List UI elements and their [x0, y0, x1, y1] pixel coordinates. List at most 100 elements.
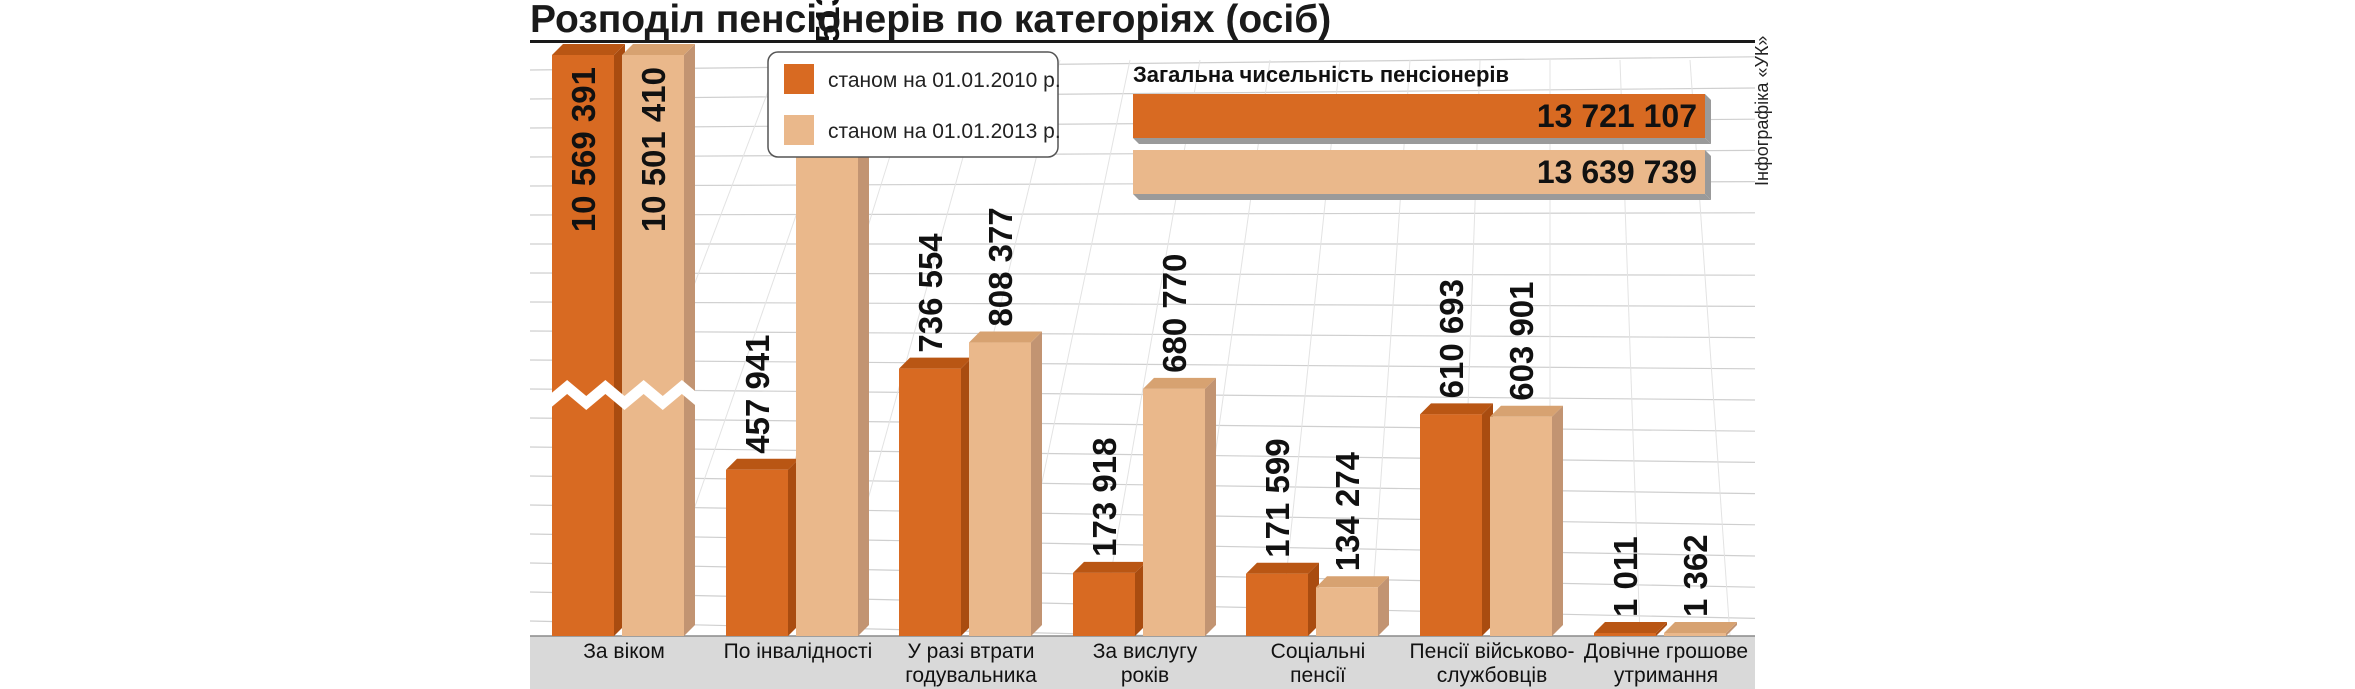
grid-line — [529, 87, 1756, 100]
bar-side — [858, 75, 869, 636]
category-label: годувальника — [905, 664, 1037, 687]
bar-face — [899, 368, 961, 636]
grid-line — [529, 212, 1756, 216]
legend-swatch — [784, 115, 814, 145]
totals-value: 13 721 107 — [1537, 98, 1697, 134]
bar-face — [1316, 587, 1378, 636]
bar-2013-6: 603 901 — [1490, 281, 1563, 636]
category-label: По інвалідності — [724, 640, 873, 663]
axis-break — [548, 380, 701, 410]
category-band — [530, 636, 1755, 689]
bar-face — [1594, 633, 1656, 636]
chart-title: Розподіл пенсіонерів по категоріях (осіб… — [530, 0, 1331, 41]
totals-bar-shadow — [1705, 94, 1711, 144]
bar-face — [1490, 416, 1552, 636]
value-label: 171 599 — [1259, 438, 1296, 557]
category-label: Пенсії військово- — [1410, 640, 1575, 663]
category-label: утримання — [1614, 664, 1718, 687]
bar-side — [1031, 331, 1042, 636]
bar-top — [1420, 403, 1493, 415]
bar-face — [1664, 633, 1726, 636]
bar-top — [1664, 622, 1737, 633]
category-label: пенсії — [1290, 664, 1346, 687]
bar-face — [1246, 573, 1308, 636]
bar-face — [796, 86, 858, 636]
grid-line — [529, 330, 1756, 339]
totals-title: Загальна чисельність пенсіонерів — [1133, 62, 1509, 87]
legend-label: станом на 01.01.2013 р. — [828, 120, 1061, 143]
category-labels: За віком По інвалідності У разі втратигоду… — [583, 640, 1748, 687]
value-label: 10 569 391 — [565, 67, 602, 232]
value-label: 1 011 — [1607, 536, 1644, 617]
grid-line — [529, 359, 1756, 370]
legend-label: станом на 01.01.2010 р. — [828, 69, 1061, 92]
category-label: службовців — [1437, 664, 1548, 687]
bar-face — [552, 55, 614, 636]
bar-2010-1: 10 569 391 — [552, 44, 625, 636]
totals-value: 13 639 739 — [1537, 154, 1697, 190]
totals-bar-2010 — [1133, 94, 1705, 138]
value-label: 173 918 — [1086, 438, 1123, 557]
category-label: Соціальні — [1271, 640, 1366, 663]
legend: станом на 01.01.2010 р. станом на 01.01.2… — [767, 51, 1061, 158]
bar-side — [1205, 377, 1216, 636]
credit-text: Інфографіка «УК» — [1752, 36, 1772, 186]
totals-bar-shadow — [1133, 138, 1711, 144]
bar-2010-6: 610 693 — [1420, 279, 1493, 636]
bar-side — [1552, 405, 1563, 636]
bar-side — [1656, 622, 1667, 636]
value-label: 808 377 — [982, 207, 1019, 326]
bar-face — [1073, 572, 1135, 636]
category-label: За віком — [583, 640, 665, 663]
totals-bar-shadow — [1133, 194, 1711, 200]
bar-top — [1490, 405, 1563, 417]
title-underline — [530, 40, 1755, 43]
bar-top — [1246, 562, 1319, 574]
value-label: 680 770 — [1156, 254, 1193, 373]
bar-top — [1073, 561, 1146, 573]
bar-top — [969, 331, 1042, 343]
value-label: 1 362 — [1677, 534, 1714, 617]
value-label: 10 501 410 — [635, 67, 672, 232]
category-label: За вислугу — [1093, 640, 1198, 663]
bar-2010-4: 173 918 — [1073, 438, 1146, 636]
bar-top — [899, 357, 972, 369]
legend-box — [767, 51, 1059, 158]
category-label: років — [1121, 664, 1169, 687]
bar-2013-5: 134 274 — [1316, 451, 1389, 636]
bar-top — [1594, 622, 1667, 633]
grid-line — [529, 56, 1756, 71]
category-label: Довічне грошове — [1584, 640, 1748, 663]
bar-face — [1143, 388, 1205, 636]
bar-top — [726, 458, 799, 470]
value-label: 134 274 — [1329, 451, 1366, 571]
bar-top — [552, 44, 625, 55]
grid-line — [529, 272, 1756, 276]
bar-side — [1378, 576, 1389, 636]
value-label: 736 554 — [912, 233, 949, 353]
category-label: У разі втрати — [908, 640, 1035, 663]
grid-line — [529, 301, 1756, 307]
bar-side — [1726, 622, 1737, 636]
bar-face — [1420, 414, 1482, 636]
value-label: 457 941 — [739, 334, 776, 453]
bar-side — [684, 44, 695, 636]
bar-2010-5: 171 599 — [1246, 438, 1319, 636]
bar-2013-3: 808 377 — [969, 207, 1042, 636]
bar-top — [1316, 576, 1389, 588]
legend-swatch — [784, 64, 814, 94]
value-label: 603 901 — [1503, 281, 1540, 400]
bar-face — [622, 55, 684, 636]
value-label: 610 693 — [1433, 279, 1470, 398]
bar-2010-7: 1 011 — [1594, 536, 1667, 636]
bar-2013-4: 680 770 — [1143, 254, 1216, 636]
bar-top — [1143, 377, 1216, 389]
bar-top — [622, 44, 695, 55]
bar-face — [726, 469, 788, 636]
bar-2010-3: 736 554 — [899, 233, 972, 636]
totals-bar-2013 — [1133, 150, 1705, 194]
bar-face — [969, 342, 1031, 636]
totals-panel: Загальна чисельність пенсіонерів 13 721 1… — [1133, 62, 1711, 200]
